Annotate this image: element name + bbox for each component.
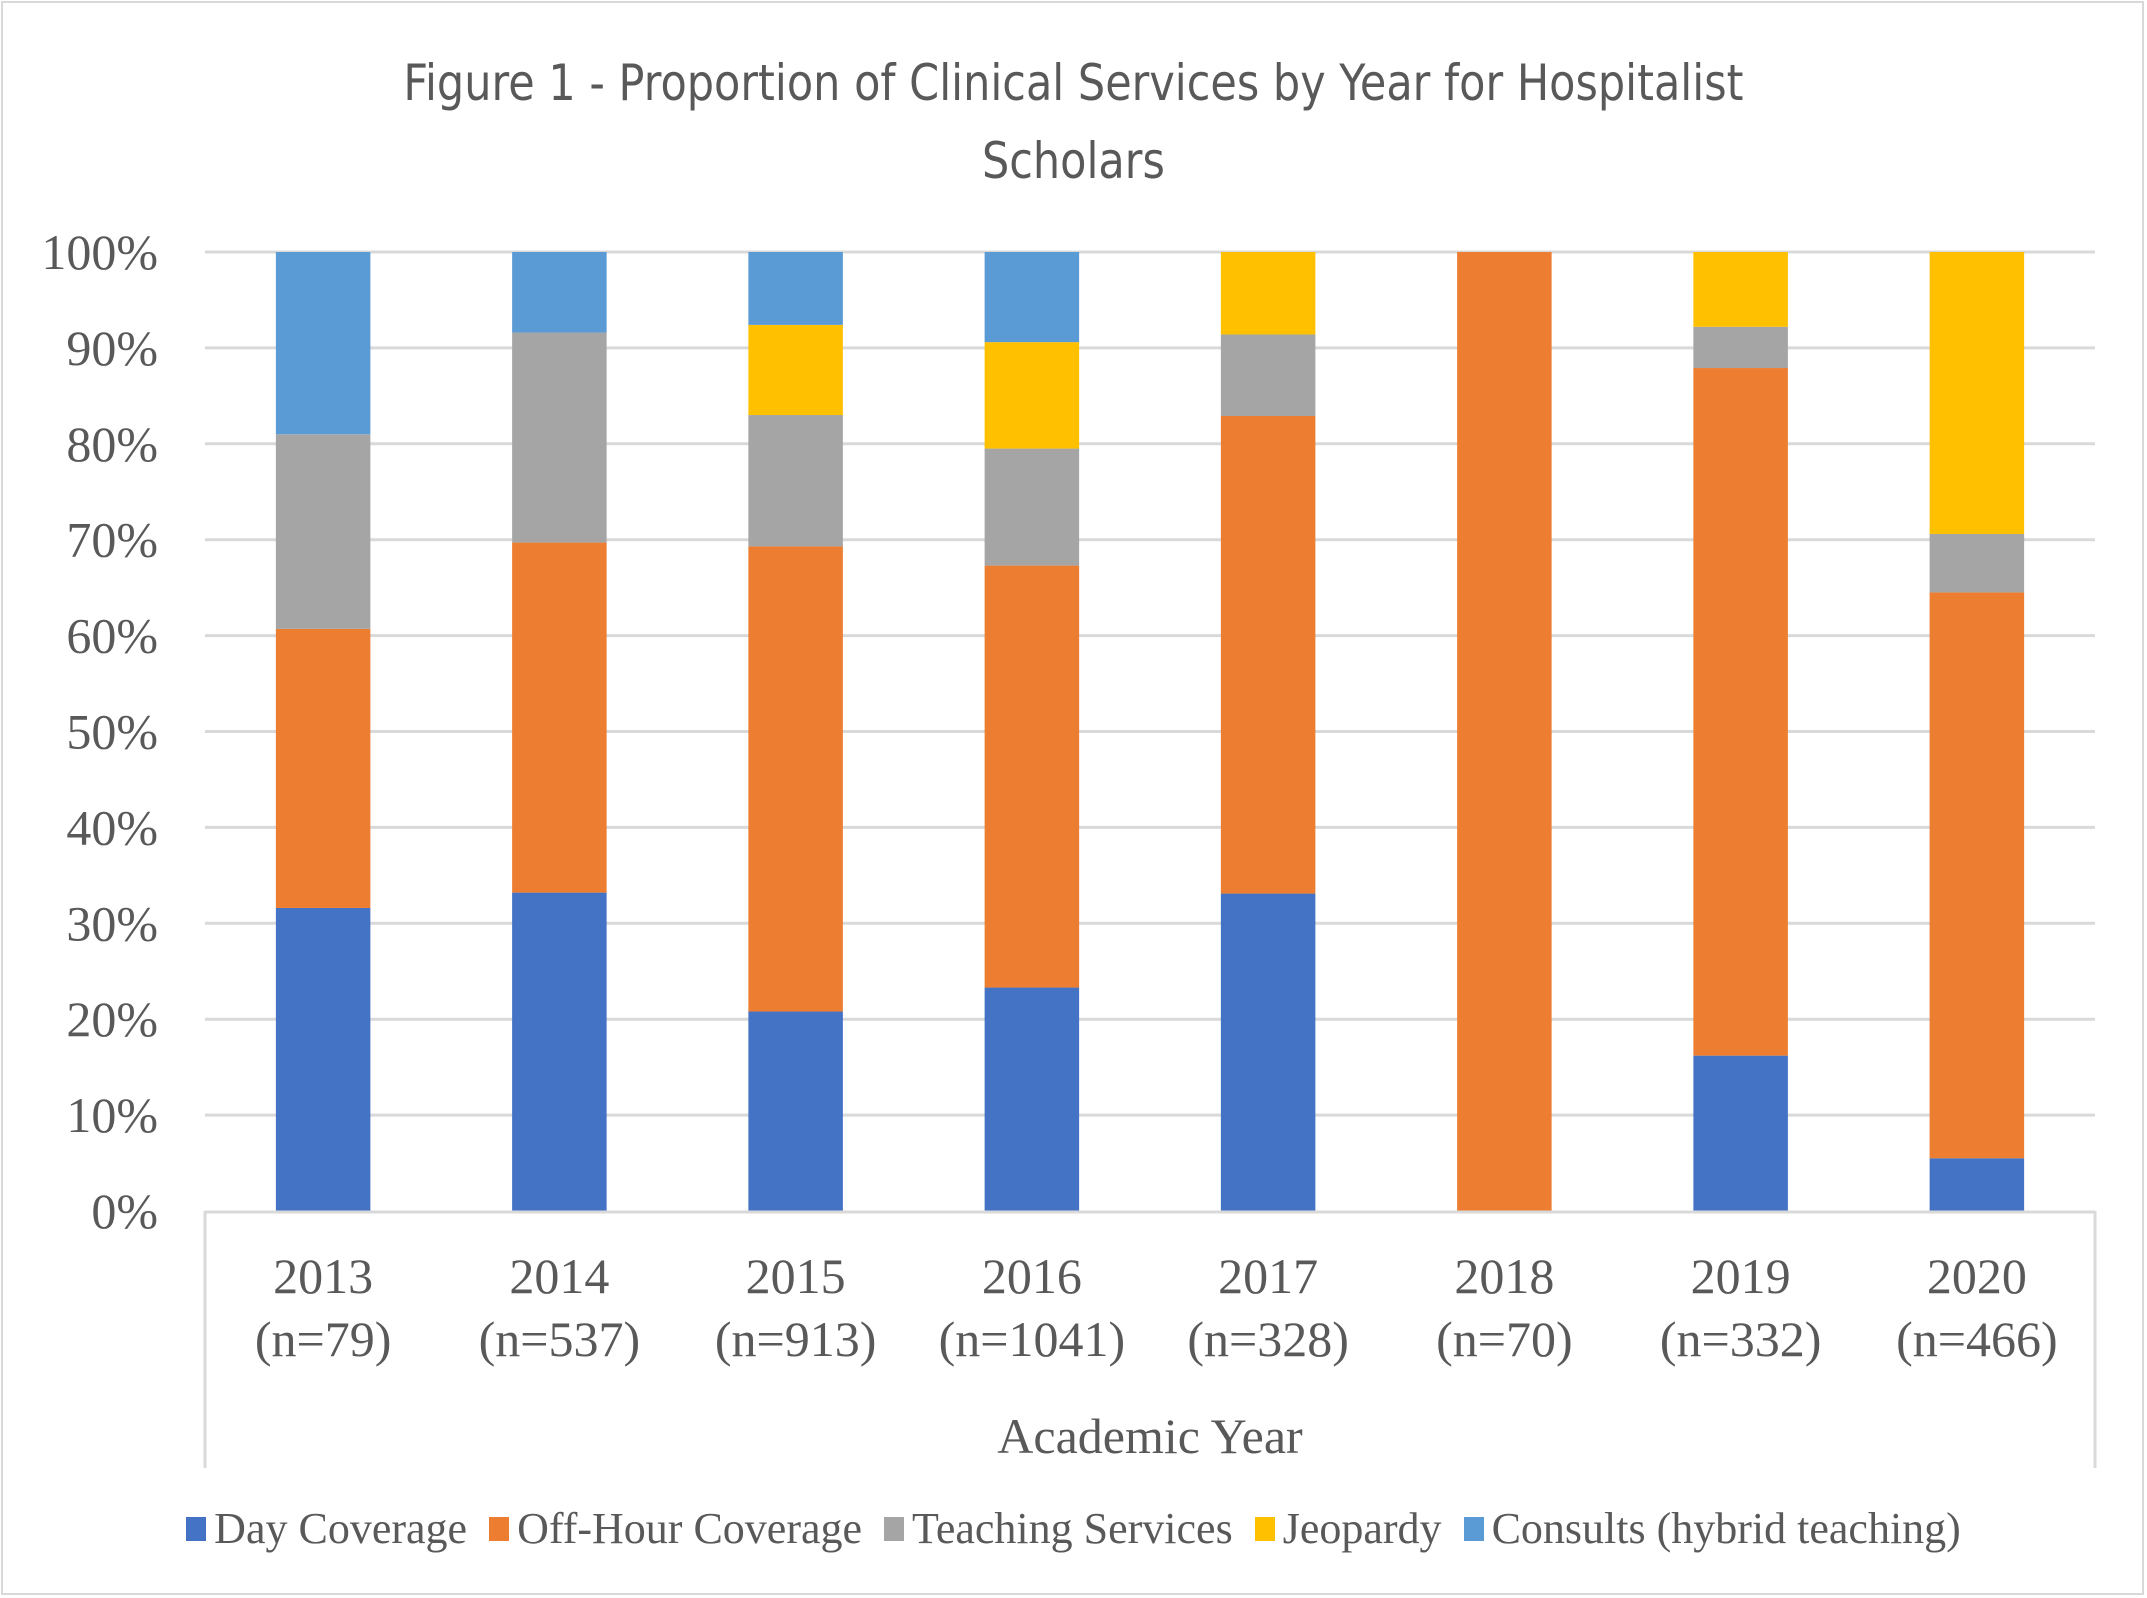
bar-stack-2014 bbox=[512, 252, 607, 1211]
bar-segment-teaching-services-2020 bbox=[1929, 533, 2025, 593]
bar-segment-day-coverage-2017 bbox=[1220, 893, 1316, 1211]
y-tick-label: 20% bbox=[66, 991, 158, 1047]
gridlines bbox=[205, 250, 2095, 1117]
legend-item: Day Coverage bbox=[186, 1503, 467, 1554]
x-axis bbox=[203, 1210, 2097, 1468]
bar-stack-2013 bbox=[275, 252, 371, 1211]
bar-segment-consults-hybrid-teaching-2016 bbox=[984, 252, 1080, 343]
x-category-label: 2017 bbox=[1218, 1248, 1318, 1304]
legend-item: Jeopardy bbox=[1254, 1503, 1442, 1554]
x-category-sample-size: (n=332) bbox=[1660, 1311, 1822, 1367]
legend-swatch bbox=[186, 1516, 207, 1541]
x-category-sample-size: (n=1041) bbox=[939, 1311, 1126, 1367]
legend-swatch bbox=[884, 1516, 905, 1541]
x-category-sample-size: (n=537) bbox=[479, 1311, 641, 1367]
bar-segment-teaching-services-2013 bbox=[275, 434, 371, 629]
y-tick-label: 40% bbox=[66, 799, 158, 855]
y-tick-label: 100% bbox=[41, 224, 158, 280]
bar-segment-day-coverage-2019 bbox=[1693, 1055, 1788, 1211]
bar-segment-day-coverage-2015 bbox=[748, 1011, 843, 1211]
bar-segment-teaching-services-2014 bbox=[512, 332, 607, 543]
bar-segment-consults-hybrid-teaching-2013 bbox=[275, 252, 371, 435]
legend-label: Jeopardy bbox=[1282, 1504, 1442, 1553]
x-category-label: 2015 bbox=[746, 1248, 846, 1304]
y-tick-label: 10% bbox=[66, 1087, 158, 1143]
y-tick-label: 90% bbox=[66, 320, 158, 376]
legend-item: Off-Hour Coverage bbox=[489, 1503, 862, 1554]
y-tick-label: 70% bbox=[66, 512, 158, 568]
x-category-sample-size: (n=466) bbox=[1896, 1311, 2058, 1367]
y-tick-label: 80% bbox=[66, 416, 158, 472]
x-category-sample-size: (n=913) bbox=[715, 1311, 877, 1367]
legend-label: Off-Hour Coverage bbox=[517, 1504, 863, 1553]
x-category-label: 2020 bbox=[1927, 1248, 2027, 1304]
bar-stack-2019 bbox=[1693, 252, 1788, 1211]
legend-swatch bbox=[1254, 1516, 1275, 1541]
legend-label: Day Coverage bbox=[214, 1504, 468, 1553]
bar-segment-jeopardy-2015 bbox=[748, 324, 843, 416]
bar-stack-2015 bbox=[748, 252, 843, 1211]
legend-label: Teaching Services bbox=[912, 1504, 1233, 1553]
legend-item: Teaching Services bbox=[884, 1503, 1233, 1554]
bar-segment-jeopardy-2017 bbox=[1220, 252, 1316, 335]
bar-segment-teaching-services-2017 bbox=[1220, 334, 1316, 416]
bar-segment-off-hour-coverage-2013 bbox=[275, 628, 371, 908]
bar-segment-day-coverage-2013 bbox=[275, 907, 371, 1211]
bar-segment-jeopardy-2016 bbox=[984, 342, 1080, 449]
x-category-sample-size: (n=328) bbox=[1187, 1311, 1349, 1367]
x-category-sample-size: (n=70) bbox=[1436, 1311, 1573, 1367]
legend-item: Consults (hybrid teaching) bbox=[1463, 1503, 1961, 1554]
chart-title: Figure 1 - Proportion of Clinical Servic… bbox=[150, 44, 1996, 200]
bar-segment-jeopardy-2019 bbox=[1693, 252, 1788, 327]
y-tick-label: 60% bbox=[66, 608, 158, 664]
bar-segment-off-hour-coverage-2019 bbox=[1693, 368, 1788, 1056]
bar-segment-consults-hybrid-teaching-2014 bbox=[512, 252, 607, 333]
legend-swatch bbox=[1463, 1516, 1484, 1541]
legend-swatch bbox=[489, 1516, 510, 1541]
bar-segment-teaching-services-2015 bbox=[748, 415, 843, 547]
bar-segment-off-hour-coverage-2017 bbox=[1220, 415, 1316, 894]
bar-stack-2020 bbox=[1929, 252, 2025, 1211]
bar-segment-off-hour-coverage-2015 bbox=[748, 546, 843, 1012]
y-axis-tick-labels: 0% 10% 20% 30% 40% 50% 60% 70% 80% 90% 100% bbox=[41, 224, 158, 1239]
bar-segment-consults-hybrid-teaching-2015 bbox=[748, 252, 843, 325]
legend-label: Consults (hybrid teaching) bbox=[1491, 1504, 1961, 1553]
bar-segment-teaching-services-2019 bbox=[1693, 326, 1788, 369]
x-category-label: 2013 bbox=[273, 1248, 373, 1304]
x-category-label: 2014 bbox=[509, 1248, 609, 1304]
bar-segment-day-coverage-2020 bbox=[1929, 1158, 2025, 1211]
bar-stack-2017 bbox=[1220, 252, 1316, 1211]
bar-segment-off-hour-coverage-2014 bbox=[512, 542, 607, 893]
chart-title-line-2: Scholars bbox=[981, 132, 1165, 190]
x-axis-title: Academic Year bbox=[997, 1408, 1303, 1464]
bar-segment-off-hour-coverage-2016 bbox=[984, 565, 1080, 988]
x-axis-category-labels: 2013 (n=79) 2014 (n=537) 2015 (n=913) 2016 (n=1… bbox=[255, 1248, 2058, 1367]
y-tick-label: 30% bbox=[66, 895, 158, 951]
x-category-sample-size: (n=79) bbox=[255, 1311, 392, 1367]
chart-title-line-1: Figure 1 - Proportion of Clinical Servic… bbox=[403, 54, 1744, 112]
x-category-label: 2019 bbox=[1691, 1248, 1791, 1304]
bar-stack-2018 bbox=[1457, 252, 1552, 1211]
bar-stack-2016 bbox=[984, 252, 1080, 1211]
bars bbox=[275, 252, 2025, 1211]
bar-segment-day-coverage-2016 bbox=[984, 987, 1080, 1211]
bar-segment-jeopardy-2020 bbox=[1929, 252, 2025, 534]
bar-segment-day-coverage-2014 bbox=[512, 892, 607, 1211]
bar-segment-off-hour-coverage-2020 bbox=[1929, 592, 2025, 1159]
x-category-label: 2016 bbox=[982, 1248, 1082, 1304]
legend: Day Coverage Off-Hour Coverage Teaching Se… bbox=[0, 1503, 2147, 1554]
x-category-label: 2018 bbox=[1454, 1248, 1554, 1304]
y-tick-label: 0% bbox=[91, 1183, 158, 1239]
bar-segment-teaching-services-2016 bbox=[984, 448, 1080, 566]
y-tick-label: 50% bbox=[66, 704, 158, 760]
bar-segment-off-hour-coverage-2018 bbox=[1457, 252, 1552, 1211]
